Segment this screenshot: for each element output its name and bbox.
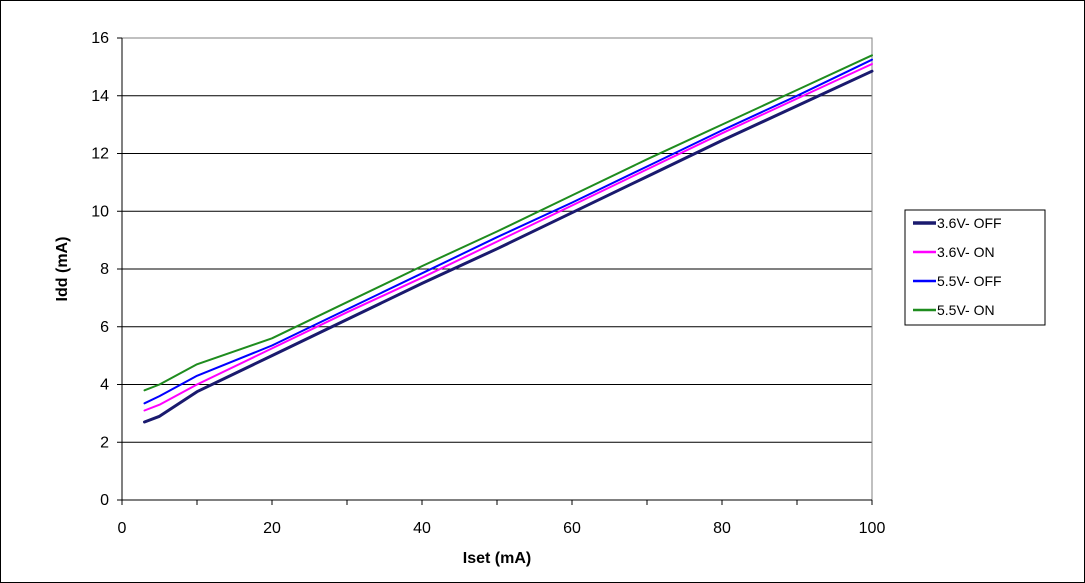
y-tick-label: 0 bbox=[100, 492, 109, 509]
series-line-3-6v-off bbox=[143, 69, 874, 424]
legend-items: 3.6V- OFF 3.6V- ON 5.5V- OFF 5.5V- ON bbox=[913, 215, 1002, 318]
y-axis-title: Idd (mA) bbox=[54, 237, 71, 302]
legend-label: 5.5V- ON bbox=[937, 302, 995, 318]
x-tick-label: 40 bbox=[413, 520, 431, 537]
series-line-3-6v-on bbox=[143, 63, 873, 412]
x-tick-label: 20 bbox=[263, 520, 281, 537]
grid-layer bbox=[122, 37, 872, 443]
legend-label: 3.6V- ON bbox=[937, 244, 995, 260]
y-tick-label: 4 bbox=[100, 377, 109, 394]
legend-label: 3.6V- OFF bbox=[937, 215, 1002, 231]
legend-box bbox=[904, 209, 1046, 326]
y-tick-label: 2 bbox=[100, 434, 109, 451]
legend-label: 5.5V- OFF bbox=[937, 273, 1002, 289]
legend: 3.6V- OFF 3.6V- ON 5.5V- OFF 5.5V- ON bbox=[904, 209, 1046, 326]
x-tick-label: 60 bbox=[563, 520, 581, 537]
series-line-5-5v-on bbox=[143, 54, 873, 392]
y-tick-label: 8 bbox=[100, 261, 109, 278]
y-tick-label: 12 bbox=[91, 146, 109, 163]
y-tick-label: 6 bbox=[100, 319, 109, 336]
series-layer bbox=[143, 54, 874, 424]
series-line-5-5v-off bbox=[143, 58, 873, 405]
x-tick-label: 80 bbox=[713, 520, 731, 537]
x-tick-label: 0 bbox=[118, 520, 127, 537]
x-axis-title: Iset (mA) bbox=[463, 550, 531, 567]
x-tick-label: 100 bbox=[859, 520, 886, 537]
y-tick-label: 14 bbox=[91, 88, 109, 105]
axis-layer: 0 2 4 6 8 10 12 14 16 0 20 40 60 80 100 bbox=[91, 30, 885, 537]
y-tick-label: 16 bbox=[91, 30, 109, 47]
y-tick-label: 10 bbox=[91, 203, 109, 220]
